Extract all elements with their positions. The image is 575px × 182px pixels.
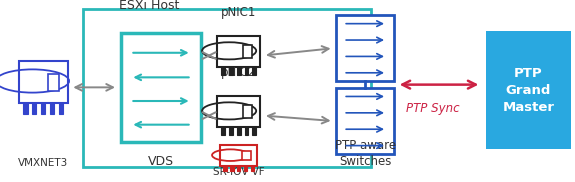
FancyBboxPatch shape (83, 9, 371, 167)
FancyBboxPatch shape (59, 103, 63, 114)
FancyBboxPatch shape (244, 67, 248, 75)
Text: pNIC2: pNIC2 (221, 66, 256, 79)
FancyBboxPatch shape (336, 88, 394, 154)
FancyBboxPatch shape (220, 145, 258, 166)
FancyBboxPatch shape (244, 127, 248, 135)
Text: pNIC1: pNIC1 (221, 6, 256, 19)
FancyBboxPatch shape (221, 67, 225, 75)
FancyBboxPatch shape (41, 103, 45, 114)
FancyBboxPatch shape (217, 36, 260, 67)
FancyBboxPatch shape (50, 103, 54, 114)
FancyBboxPatch shape (336, 15, 394, 81)
FancyBboxPatch shape (242, 151, 251, 160)
FancyBboxPatch shape (243, 45, 252, 58)
FancyBboxPatch shape (252, 127, 256, 135)
FancyBboxPatch shape (230, 166, 233, 171)
FancyBboxPatch shape (121, 33, 201, 142)
FancyBboxPatch shape (221, 127, 225, 135)
Text: SR-IOV VF: SR-IOV VF (213, 167, 264, 177)
Text: PTP aware
Switches: PTP aware Switches (335, 139, 396, 168)
FancyBboxPatch shape (252, 67, 256, 75)
Text: VMXNET3: VMXNET3 (18, 158, 68, 168)
FancyBboxPatch shape (237, 166, 240, 171)
FancyBboxPatch shape (217, 96, 260, 127)
Text: PTP Sync: PTP Sync (406, 102, 460, 115)
FancyBboxPatch shape (229, 127, 233, 135)
FancyBboxPatch shape (223, 166, 227, 171)
Text: PTP
Grand
Master: PTP Grand Master (503, 67, 554, 114)
FancyBboxPatch shape (237, 67, 240, 75)
FancyBboxPatch shape (486, 31, 571, 149)
Text: VDS: VDS (148, 155, 174, 168)
Text: ESXi Host: ESXi Host (120, 0, 179, 12)
FancyBboxPatch shape (237, 127, 240, 135)
FancyBboxPatch shape (243, 105, 252, 118)
FancyBboxPatch shape (251, 166, 254, 171)
FancyBboxPatch shape (23, 103, 28, 114)
FancyBboxPatch shape (18, 61, 68, 103)
FancyBboxPatch shape (229, 67, 233, 75)
FancyBboxPatch shape (32, 103, 36, 114)
FancyBboxPatch shape (48, 74, 59, 91)
FancyBboxPatch shape (244, 166, 247, 171)
